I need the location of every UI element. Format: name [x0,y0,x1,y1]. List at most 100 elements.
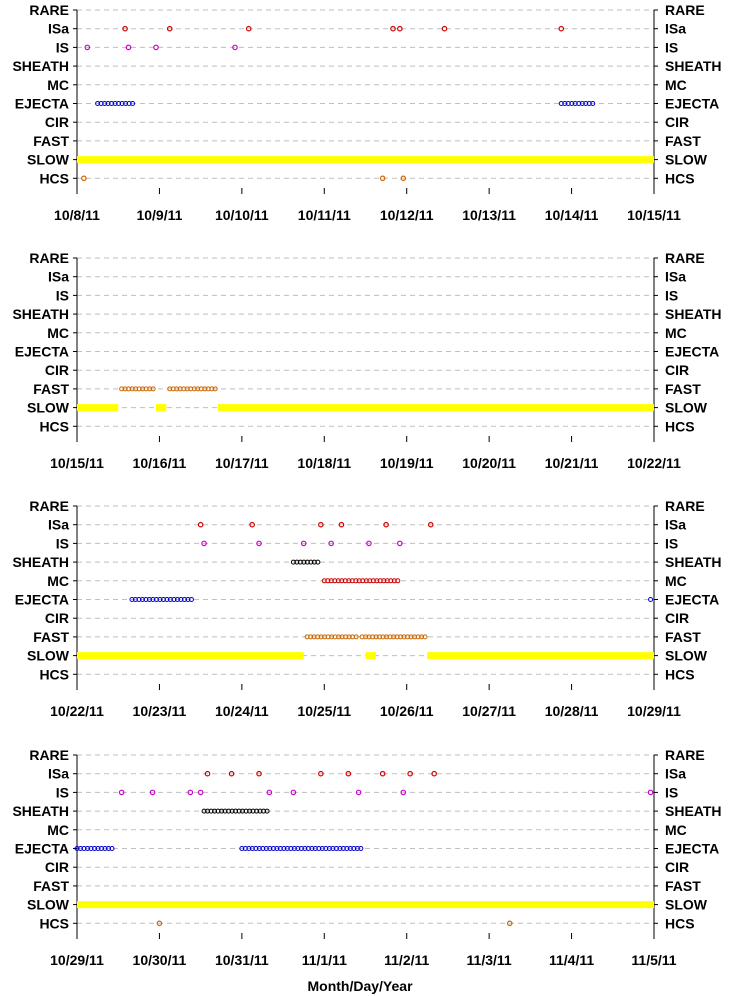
category-label-left: RARE [29,2,69,18]
category-label-right: ISa [665,269,686,285]
x-tick-label: 10/15/11 [627,207,681,223]
marker-isa [249,521,255,528]
marker-isa [204,770,211,777]
range-bar-slow [77,156,654,164]
category-label-right: EJECTA [665,841,719,857]
marker-isa [427,521,434,528]
range-bar-slow [365,652,376,660]
category-label-right: IS [665,784,678,800]
category-label-right: RARE [665,2,705,18]
category-label-left: RARE [29,250,69,266]
x-tick-label: 10/13/11 [462,207,516,223]
panel-2: RARE RARE ISa ISa IS IS SHEATH SHEATH MC MC EJECTA… [12,250,721,471]
category-label-right: SHEATH [665,58,722,74]
range-marker [315,559,321,565]
category-label-left: RARE [29,498,69,514]
category-label-left: IS [56,784,69,800]
category-label-left: CIR [45,610,69,626]
marker-is [400,789,407,796]
category-label-left: ISa [48,269,69,285]
x-tick-label: 10/29/11 [50,952,104,968]
range-marker [395,578,401,584]
x-tick-label: 10/21/11 [545,455,599,471]
x-tick-label: 10/19/11 [380,455,434,471]
marker-isa [397,25,403,32]
x-tick-label: 10/14/11 [545,207,599,223]
x-tick-label: 10/11/11 [298,207,351,223]
category-label-right: FAST [665,629,701,645]
range-ejecta [558,101,596,106]
x-tick-label: 10/12/11 [380,207,434,223]
marker-isa [122,25,128,32]
category-label-left: ISa [48,517,69,533]
marker-isa [197,521,204,528]
category-label-right: CIR [665,114,689,130]
marker-hcs [81,175,87,182]
marker-isa [379,770,386,777]
category-label-left: FAST [33,629,69,645]
x-tick-label: 10/29/11 [627,703,681,719]
range-marker [212,386,218,392]
range-sheath [290,559,321,565]
category-label-right: RARE [665,747,705,763]
category-label-right: HCS [665,915,695,931]
category-label-right: CIR [665,859,689,875]
category-label-left: MC [47,77,69,93]
x-tick-label: 10/9/11 [136,207,182,223]
category-label-right: MC [665,822,687,838]
x-tick-label: 10/25/11 [297,703,351,719]
range-fast [359,634,428,640]
range-marker [422,634,428,640]
marker-hcs [379,175,386,182]
range-bar-slow [77,901,654,909]
marker-is [84,44,91,51]
marker-isa [166,25,173,32]
category-label-right: EJECTA [665,344,719,360]
category-label-right: FAST [665,381,701,397]
marker-isa [407,770,413,777]
x-tick-label: 11/3/11 [467,952,512,968]
category-label-right: SHEATH [665,803,722,819]
marker-is [118,789,125,796]
range-bar-slow [77,652,304,660]
marker-is [266,789,273,796]
category-label-right: IS [665,535,678,551]
marker-is [366,540,372,547]
category-label-left: MC [47,325,69,341]
category-label-left: IS [56,39,69,55]
category-label-right: SHEATH [665,306,722,322]
x-tick-label: 11/4/11 [549,952,594,968]
marker-is [153,44,159,51]
range-marker [353,634,359,640]
range-fast [167,386,218,392]
range-marker [188,597,194,602]
category-label-left: SLOW [27,897,70,913]
category-label-left: CIR [45,114,69,130]
category-label-left: EJECTA [15,592,69,608]
range-bar-slow [77,404,119,412]
marker-isa [441,25,448,32]
category-label-right: FAST [665,878,701,894]
category-label-left: HCS [39,666,69,682]
marker-is [328,540,334,547]
category-label-left: RARE [29,747,69,763]
category-label-left: FAST [33,878,69,894]
panel-3: RARE RARE ISa ISa IS IS SHEATH SHEATH MC MC EJECTA… [12,498,721,719]
marker-isa [345,770,352,777]
marker-is [256,540,262,547]
marker-isa [431,770,437,777]
marker-hcs [400,175,407,182]
category-label-left: HCS [39,170,69,186]
x-tick-label: 10/8/11 [54,207,100,223]
range-sheath [201,808,270,814]
category-label-left: SHEATH [12,58,69,74]
range-ejecta [95,101,136,106]
marker-is [355,789,362,796]
range-marker [264,808,270,814]
x-tick-label: 10/28/11 [545,703,599,719]
range-marker [590,101,596,106]
category-label-left: SLOW [27,152,70,168]
panel-4: RARE RARE ISa ISa IS IS SHEATH SHEATH MC MC EJECTA… [12,747,721,968]
marker-hcs [506,920,513,927]
